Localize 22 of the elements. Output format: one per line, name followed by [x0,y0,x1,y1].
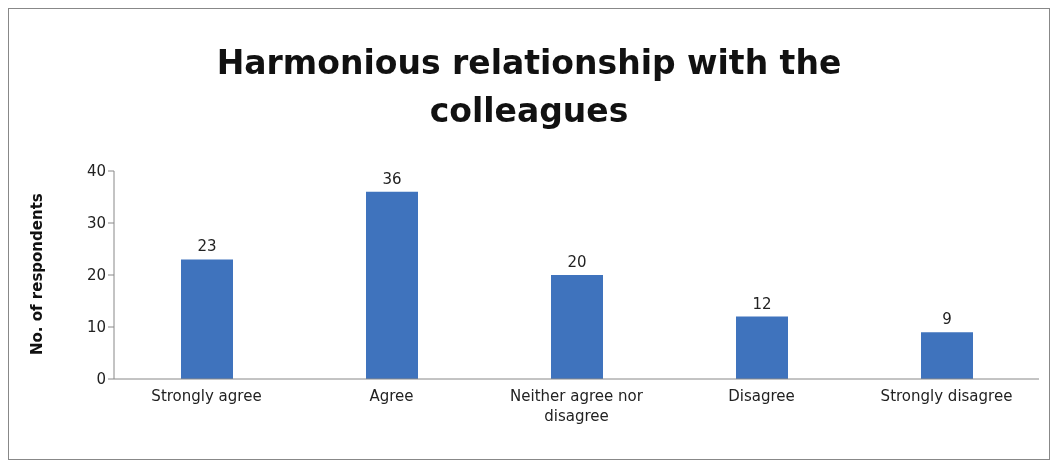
y-tick-label: 0 [96,370,106,389]
data-label: 36 [382,169,402,188]
bar [366,191,418,379]
y-tick-label: 30 [86,214,106,233]
y-tick-label: 10 [86,318,106,337]
y-tick-label: 40 [86,162,106,181]
data-label: 9 [942,310,952,329]
x-tick-label: Agree [369,387,414,405]
x-tick-label: Strongly disagree [880,387,1013,405]
bar [181,259,233,379]
x-tick-label: Strongly agree [151,387,262,405]
data-label: 20 [567,253,587,271]
x-tick-label: Disagree [728,387,795,405]
bar [921,332,973,379]
chart-title: Harmonious relationship with the colleagues [215,42,843,132]
x-tick-label: Neither agree nor disagree [510,387,644,425]
data-label: 12 [752,294,772,313]
data-label: 23 [197,237,217,256]
bar [551,275,603,379]
bar [736,316,788,379]
y-axis-title: No. of respondents [28,193,47,355]
y-tick-label: 20 [86,266,106,285]
